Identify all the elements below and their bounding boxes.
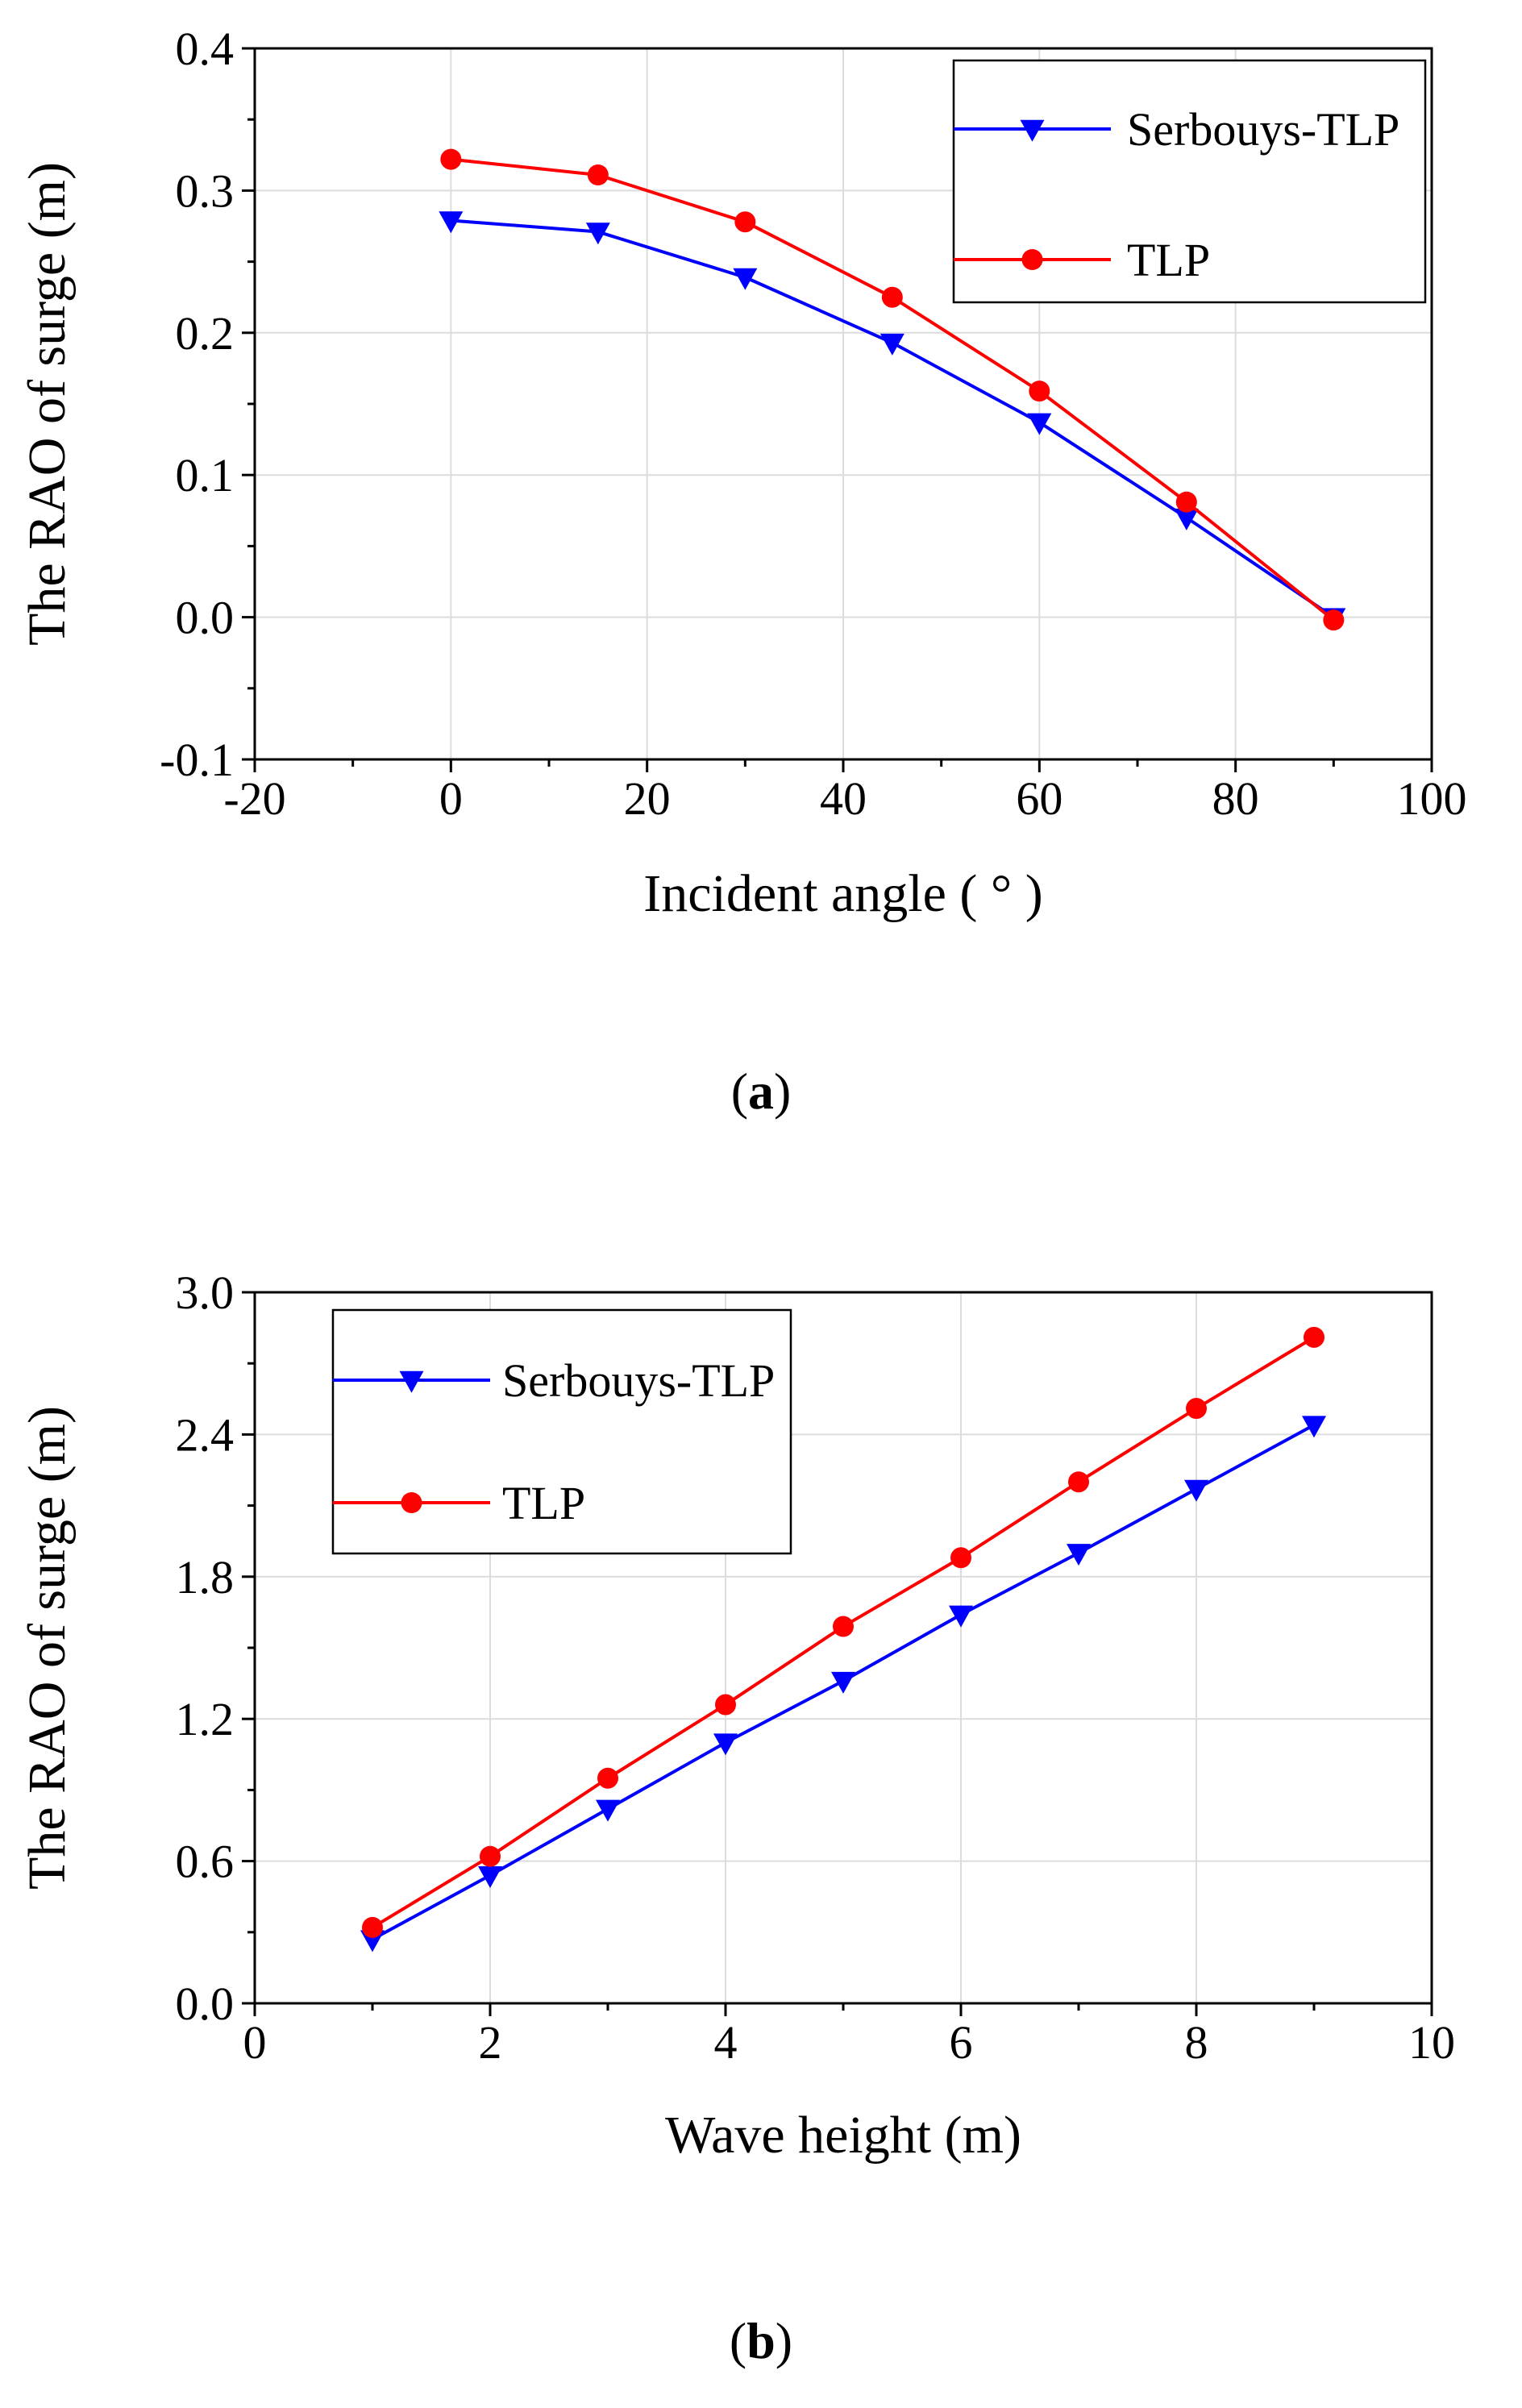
data-point-tlp [734,211,756,233]
data-point-serbouys-tlp [439,211,464,234]
x-axis-title: Wave height (m) [665,2106,1021,2165]
data-point-serbouys-tlp [1302,1416,1326,1438]
y-tick-label: 0.6 [176,1836,235,1888]
x-tick-label: 4 [714,2016,738,2069]
panel-label: (a) [731,1063,792,1120]
x-tick-label: 0 [243,2016,267,2069]
panel-label: (b) [730,2312,792,2369]
data-point-tlp [480,1845,501,1867]
legend-marker-serbouys-tlp [1020,119,1045,142]
panel-label-close-paren: ) [774,1063,791,1120]
legend-marker-tlp [401,1492,422,1513]
y-tick-label: 0.0 [176,1978,235,2030]
panel-label-letter: b [746,2312,776,2369]
data-point-tlp [1323,609,1345,631]
y-tick-label: 2.4 [176,1408,235,1461]
x-tick-label: 100 [1397,772,1467,825]
x-tick-label: 6 [950,2016,973,2069]
y-tick-label: 0.1 [176,449,235,501]
data-point-serbouys-tlp [831,1671,855,1694]
x-tick-label: 0 [439,772,463,825]
data-point-tlp [1186,1398,1207,1420]
data-point-serbouys-tlp [1067,1544,1091,1566]
legend-box [952,59,1427,304]
x-tick-label: -20 [223,772,285,825]
data-point-tlp [587,164,609,185]
y-axis-title: The RAO of surge (m) [18,1406,77,1890]
data-point-serbouys-tlp [596,1799,620,1822]
chart-panel-b: 0 2 4 6 8 10 0.0 0.6 1.2 1.8 2.4 3.0 Wave height (m)… [18,1266,1455,2369]
x-tick-label: 40 [820,772,867,825]
data-point-serbouys-tlp [1184,1479,1208,1502]
legend-marker-serbouys-tlp [399,1370,424,1393]
data-point-serbouys-tlp [478,1865,502,1888]
data-point-serbouys-tlp [1027,413,1052,435]
y-tick-label: 0.0 [176,592,235,644]
y-tick-label: 1.2 [176,1693,235,1745]
y-tick-label: 1.8 [176,1551,235,1603]
x-tick-label: 60 [1016,772,1062,825]
data-point-tlp [833,1616,854,1637]
data-point-serbouys-tlp [733,268,758,290]
x-tick-label: 2 [479,2016,502,2069]
data-point-tlp [1175,491,1197,513]
data-point-serbouys-tlp [1174,508,1199,530]
data-point-tlp [950,1547,971,1569]
x-axis-title: Incident angle ( ° ) [643,864,1043,923]
panel-label-letter: a [748,1063,774,1120]
panel-label-open-paren: ( [730,2312,746,2369]
data-point-tlp [1304,1326,1324,1348]
y-tick-label: 0.3 [176,164,235,217]
legend-marker-tlp [1021,249,1043,270]
data-point-serbouys-tlp [713,1733,738,1756]
data-point-tlp [881,286,903,308]
data-point-serbouys-tlp [880,333,904,356]
legend-label-serbouys-tlp: Serbouys-TLP [1127,103,1399,156]
data-point-tlp [1068,1471,1089,1493]
data-point-tlp [362,1916,383,1938]
y-tick-label: 0.4 [176,23,235,75]
data-point-tlp [597,1767,618,1789]
x-tick-label: 8 [1185,2016,1208,2069]
y-tick-label: -0.1 [160,734,234,786]
y-axis-title: The RAO of surge (m) [18,162,77,646]
legend-label-serbouys-tlp: Serbouys-TLP [502,1354,775,1407]
x-tick-label: 80 [1212,772,1259,825]
data-point-tlp [1029,381,1050,402]
legend-label-tlp: TLP [502,1477,585,1529]
data-point-tlp [440,148,462,170]
data-point-tlp [715,1694,736,1716]
x-tick-label: 20 [624,772,671,825]
chart-panel-a: -20 0 20 40 60 80 100 -0.1 0.0 0.1 0.2 0.3 0.4 Incide… [18,23,1467,1120]
panel-label-close-paren: ) [776,2312,792,2369]
data-point-serbouys-tlp [585,223,610,245]
panel-label-open-paren: ( [731,1063,748,1120]
x-tick-label: 10 [1408,2016,1455,2069]
data-point-serbouys-tlp [949,1605,973,1628]
y-tick-label: 0.2 [176,307,235,360]
y-tick-label: 3.0 [176,1266,235,1319]
legend-label-tlp: TLP [1127,234,1210,286]
